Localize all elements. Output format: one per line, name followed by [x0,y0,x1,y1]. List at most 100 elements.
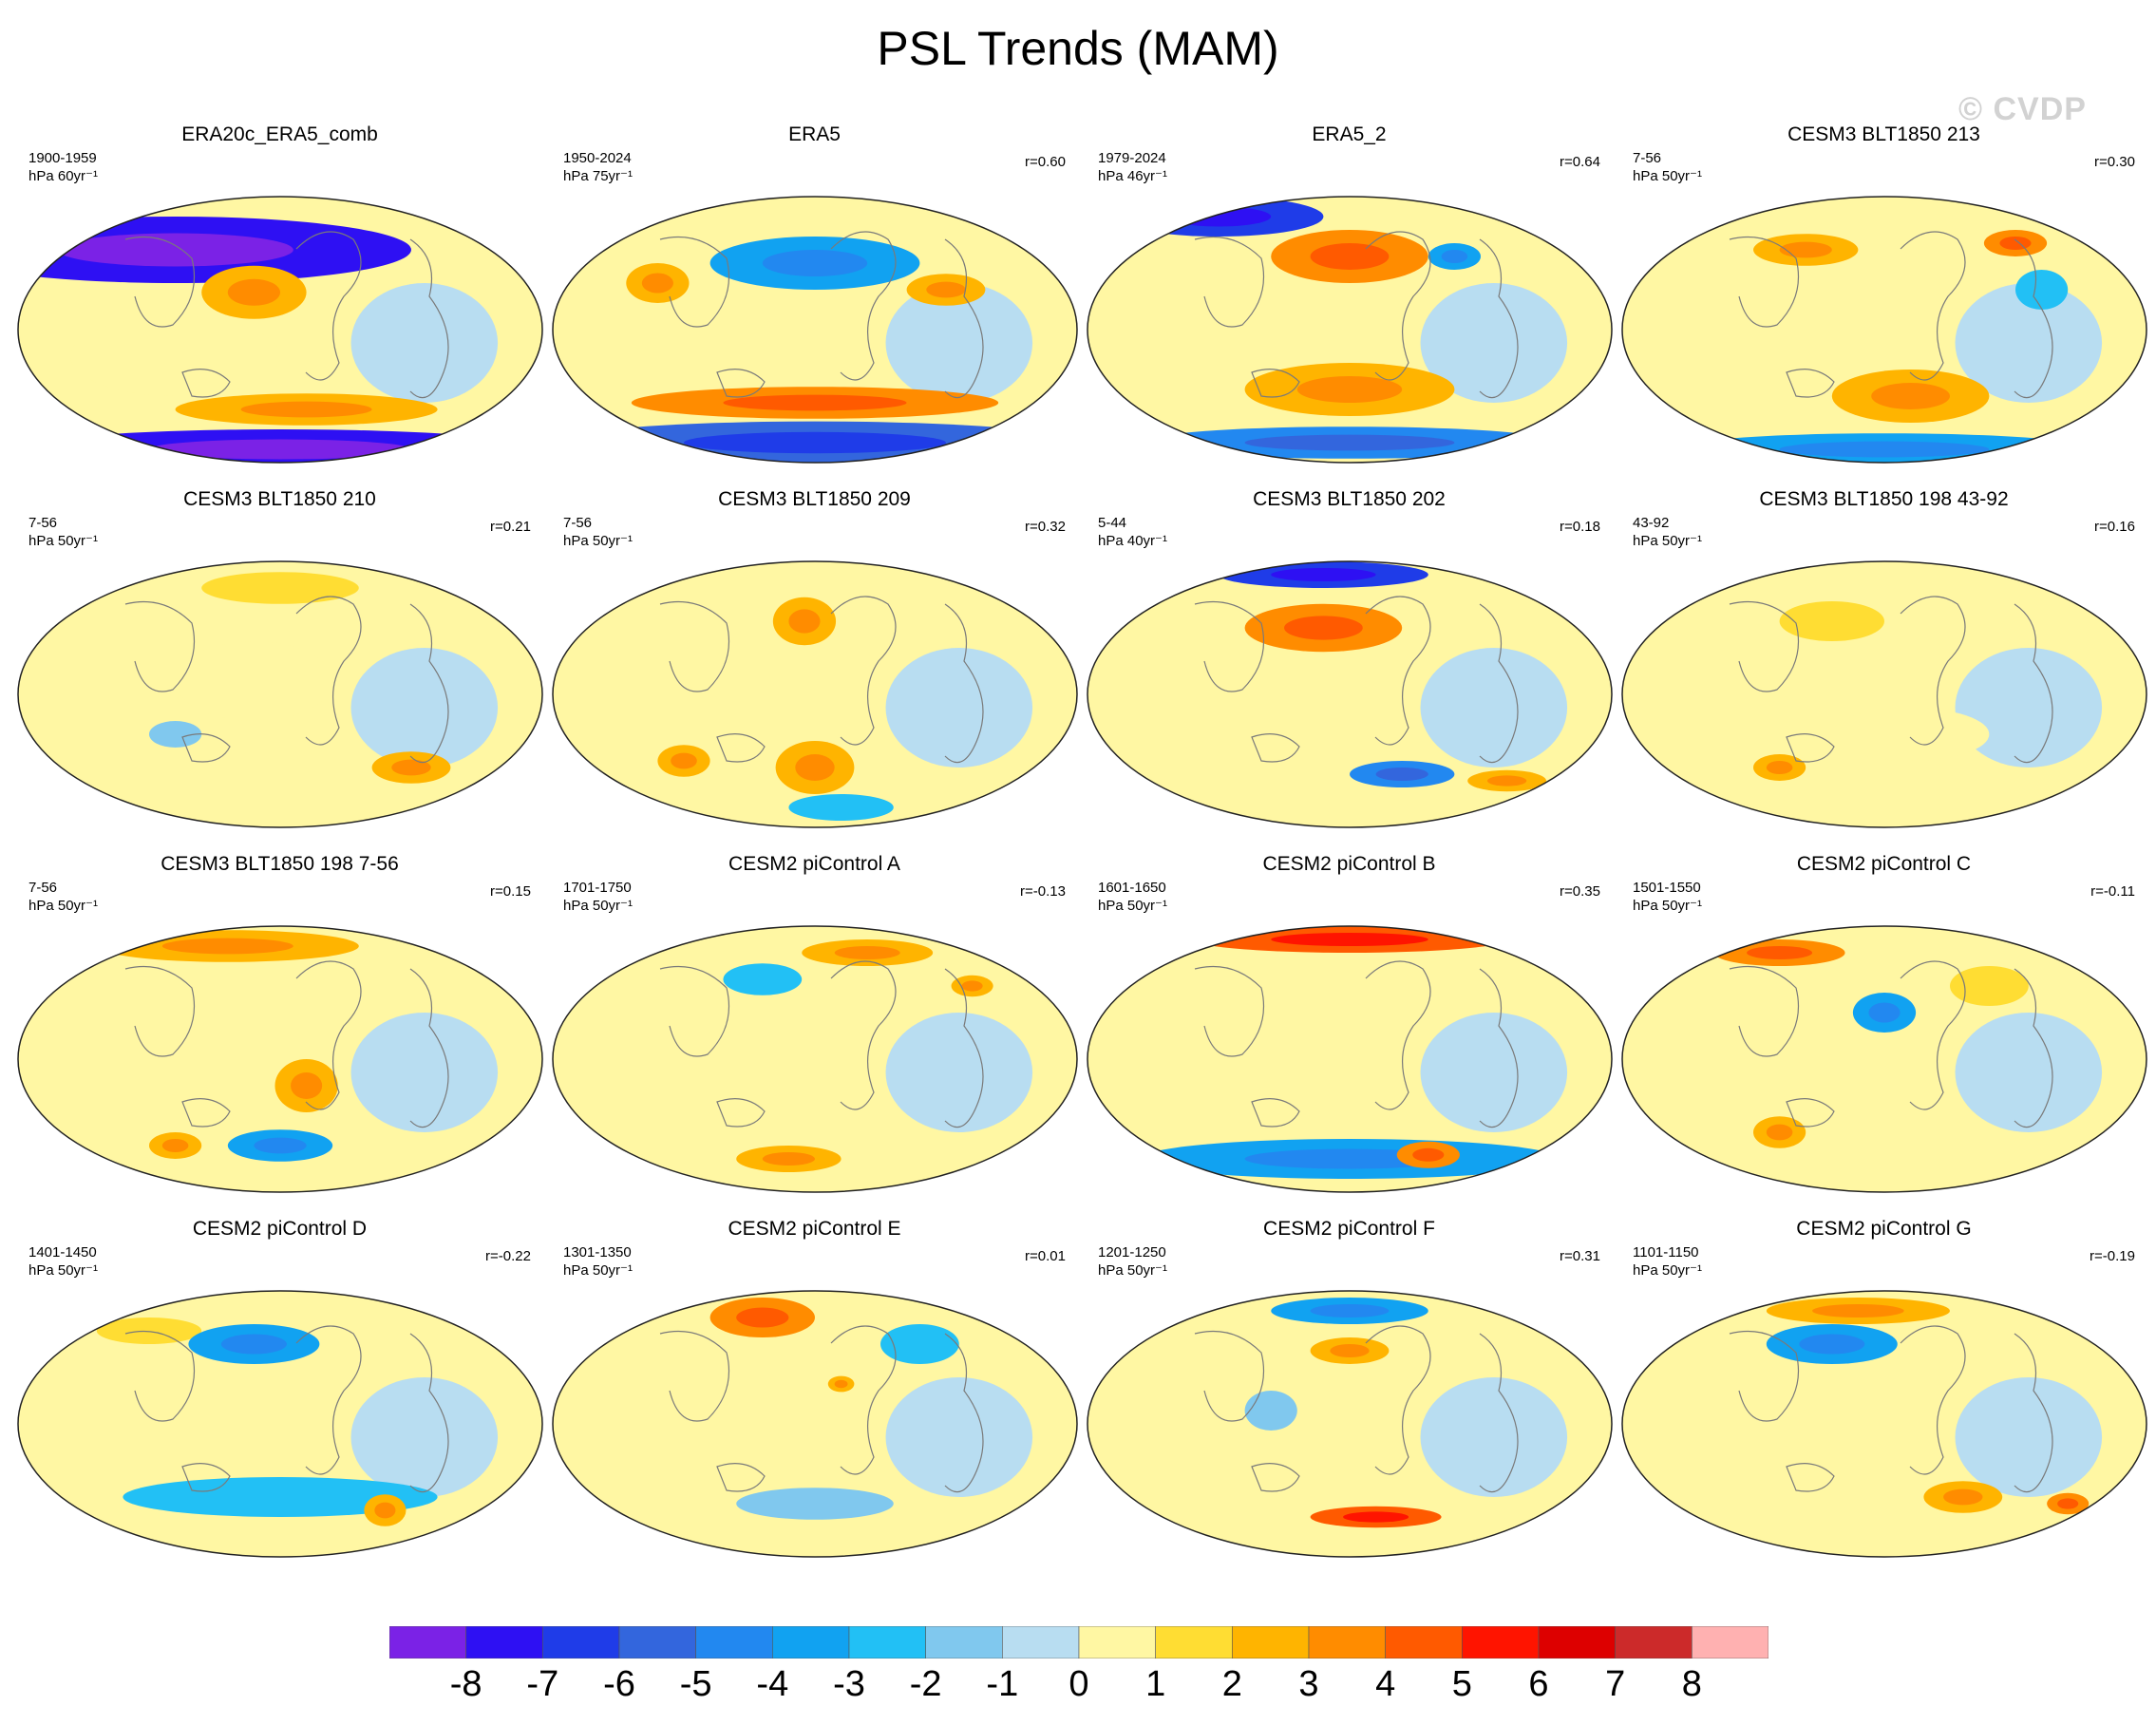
panel-units: hPa 46yr⁻¹ [1098,168,1167,184]
panel-period: 1401-1450 [28,1244,97,1261]
map-outline [552,925,1078,1193]
coastline [716,1463,766,1492]
coastline [1251,369,1300,398]
map-panel: CESM3 BLT1850 213 7-56 hPa 50yr⁻¹ r=0.30 [1616,106,2152,477]
anomaly-core [1943,1488,1983,1506]
panel-units: hPa 50yr⁻¹ [1098,898,1167,914]
panel-title: CESM3 BLT1850 210 [183,488,376,510]
coastline [1786,1098,1835,1128]
map-outline [1621,560,2147,828]
coastline [1479,968,1519,1128]
coastline [1900,231,1966,381]
colorbar-box [695,1626,773,1659]
anomaly-region [350,1013,499,1132]
panel-title: ERA5 [788,123,841,145]
panel-period: 1501-1550 [1633,880,1701,896]
anomaly-region [1420,648,1568,768]
panel-units: hPa 50yr⁻¹ [1633,168,1702,184]
colorbar-label: 0 [1069,1664,1089,1704]
coastline [830,1325,897,1475]
coastline [716,733,766,763]
coastline [1251,1463,1300,1492]
anomaly-region [175,641,333,721]
panel-units: hPa 50yr⁻¹ [1633,1262,1702,1279]
anomaly-core [240,401,372,418]
map-outline [17,925,543,1193]
colorbar-label: 1 [1145,1664,1166,1704]
coastline [181,1098,231,1128]
anomaly-core [961,980,983,992]
colorbar-box [1538,1626,1616,1659]
anomaly-region [1420,283,1568,403]
anomaly-region [70,316,280,396]
coastline [830,960,897,1110]
panel-correlation: r=0.15 [490,883,531,900]
colorbar-box [1385,1626,1463,1659]
panel-units: hPa 50yr⁻¹ [28,898,98,914]
anomaly-region [1950,966,2029,1006]
panel-title: CESM2 piControl A [728,853,900,875]
coastline [2014,238,2053,399]
anomaly-core [1747,946,1813,959]
coastline [1900,596,1966,746]
colorbar-box [848,1626,926,1659]
coastline [124,965,196,1057]
anomaly-region [350,283,499,403]
coastline [1365,231,1431,381]
anomaly-core [762,1152,815,1166]
colorbar-box [542,1626,620,1659]
panel-units: hPa 50yr⁻¹ [563,1262,633,1279]
anomaly-core [57,233,293,267]
map-outline [1621,1290,2147,1558]
anomaly-core [1296,376,1403,403]
panel-units: hPa 50yr⁻¹ [28,1262,98,1279]
map-canvas [1087,196,1613,464]
panel-title: CESM3 BLT1850 213 [1787,123,1980,145]
colorbar-label: 4 [1375,1664,1396,1704]
map-panel: CESM2 piControl F 1201-1250 hPa 50yr⁻¹ r=0.… [1081,1201,1617,1571]
anomaly-core [1766,761,1793,774]
coastline [1365,960,1431,1110]
field-background [1622,561,2147,827]
anomaly-core [671,752,697,769]
anomaly-core [1284,616,1363,640]
map-panel: ERA20c_ERA5_comb 1900-1959 hPa 60yr⁻¹ [11,106,548,477]
colorbar-box [772,1626,850,1659]
map-panel: CESM3 BLT1850 209 7-56 hPa 50yr⁻¹ r=0.32 [546,471,1083,842]
coastline [124,1330,196,1422]
map-outline [1087,560,1613,828]
anomaly-region [96,1317,202,1344]
map-panel: CESM2 piControl D 1401-1450 hPa 50yr⁻¹ r=-0… [11,1201,548,1571]
field-background [1622,197,2147,463]
panel-period: 43-92 [1633,515,1670,531]
anomaly-region [1244,1391,1297,1431]
panel-units: hPa 50yr⁻¹ [28,533,98,549]
anomaly-region [1955,1377,2103,1497]
anomaly-region [1831,708,1990,761]
coastline [2014,603,2053,764]
anomaly-core [2057,1498,2079,1509]
panel-period: 1101-1150 [1633,1244,1699,1261]
map-canvas [1621,1290,2147,1558]
panel-title: CESM3 BLT1850 198 43-92 [1759,488,2009,510]
map-panel: CESM2 piControl B 1601-1650 hPa 50yr⁻¹ r=0.… [1081,836,1617,1206]
anomaly-core [1779,441,1990,458]
panel-correlation: r=0.64 [1560,154,1600,170]
map-panel: CESM3 BLT1850 202 5-44 hPa 40yr⁻¹ r=0.18 [1081,471,1617,842]
coastline [1729,965,1800,1057]
coastline [409,238,449,399]
panel-title: CESM2 piControl G [1796,1218,1972,1240]
panel-units: hPa 50yr⁻¹ [1633,898,1702,914]
panel-units: hPa 75yr⁻¹ [563,168,633,184]
colorbar-label: -5 [679,1664,712,1704]
panel-correlation: r=0.21 [490,519,531,535]
colorbar-box [1308,1626,1386,1659]
panel-correlation: r=0.18 [1560,519,1600,535]
panel-units: hPa 50yr⁻¹ [1633,533,1702,549]
coastline [124,236,196,328]
panel-period: 1900-1959 [28,150,97,166]
coastline [716,1098,766,1128]
colorbar-label: 7 [1605,1664,1626,1704]
coastline [295,1325,362,1475]
anomaly-core [788,609,821,634]
